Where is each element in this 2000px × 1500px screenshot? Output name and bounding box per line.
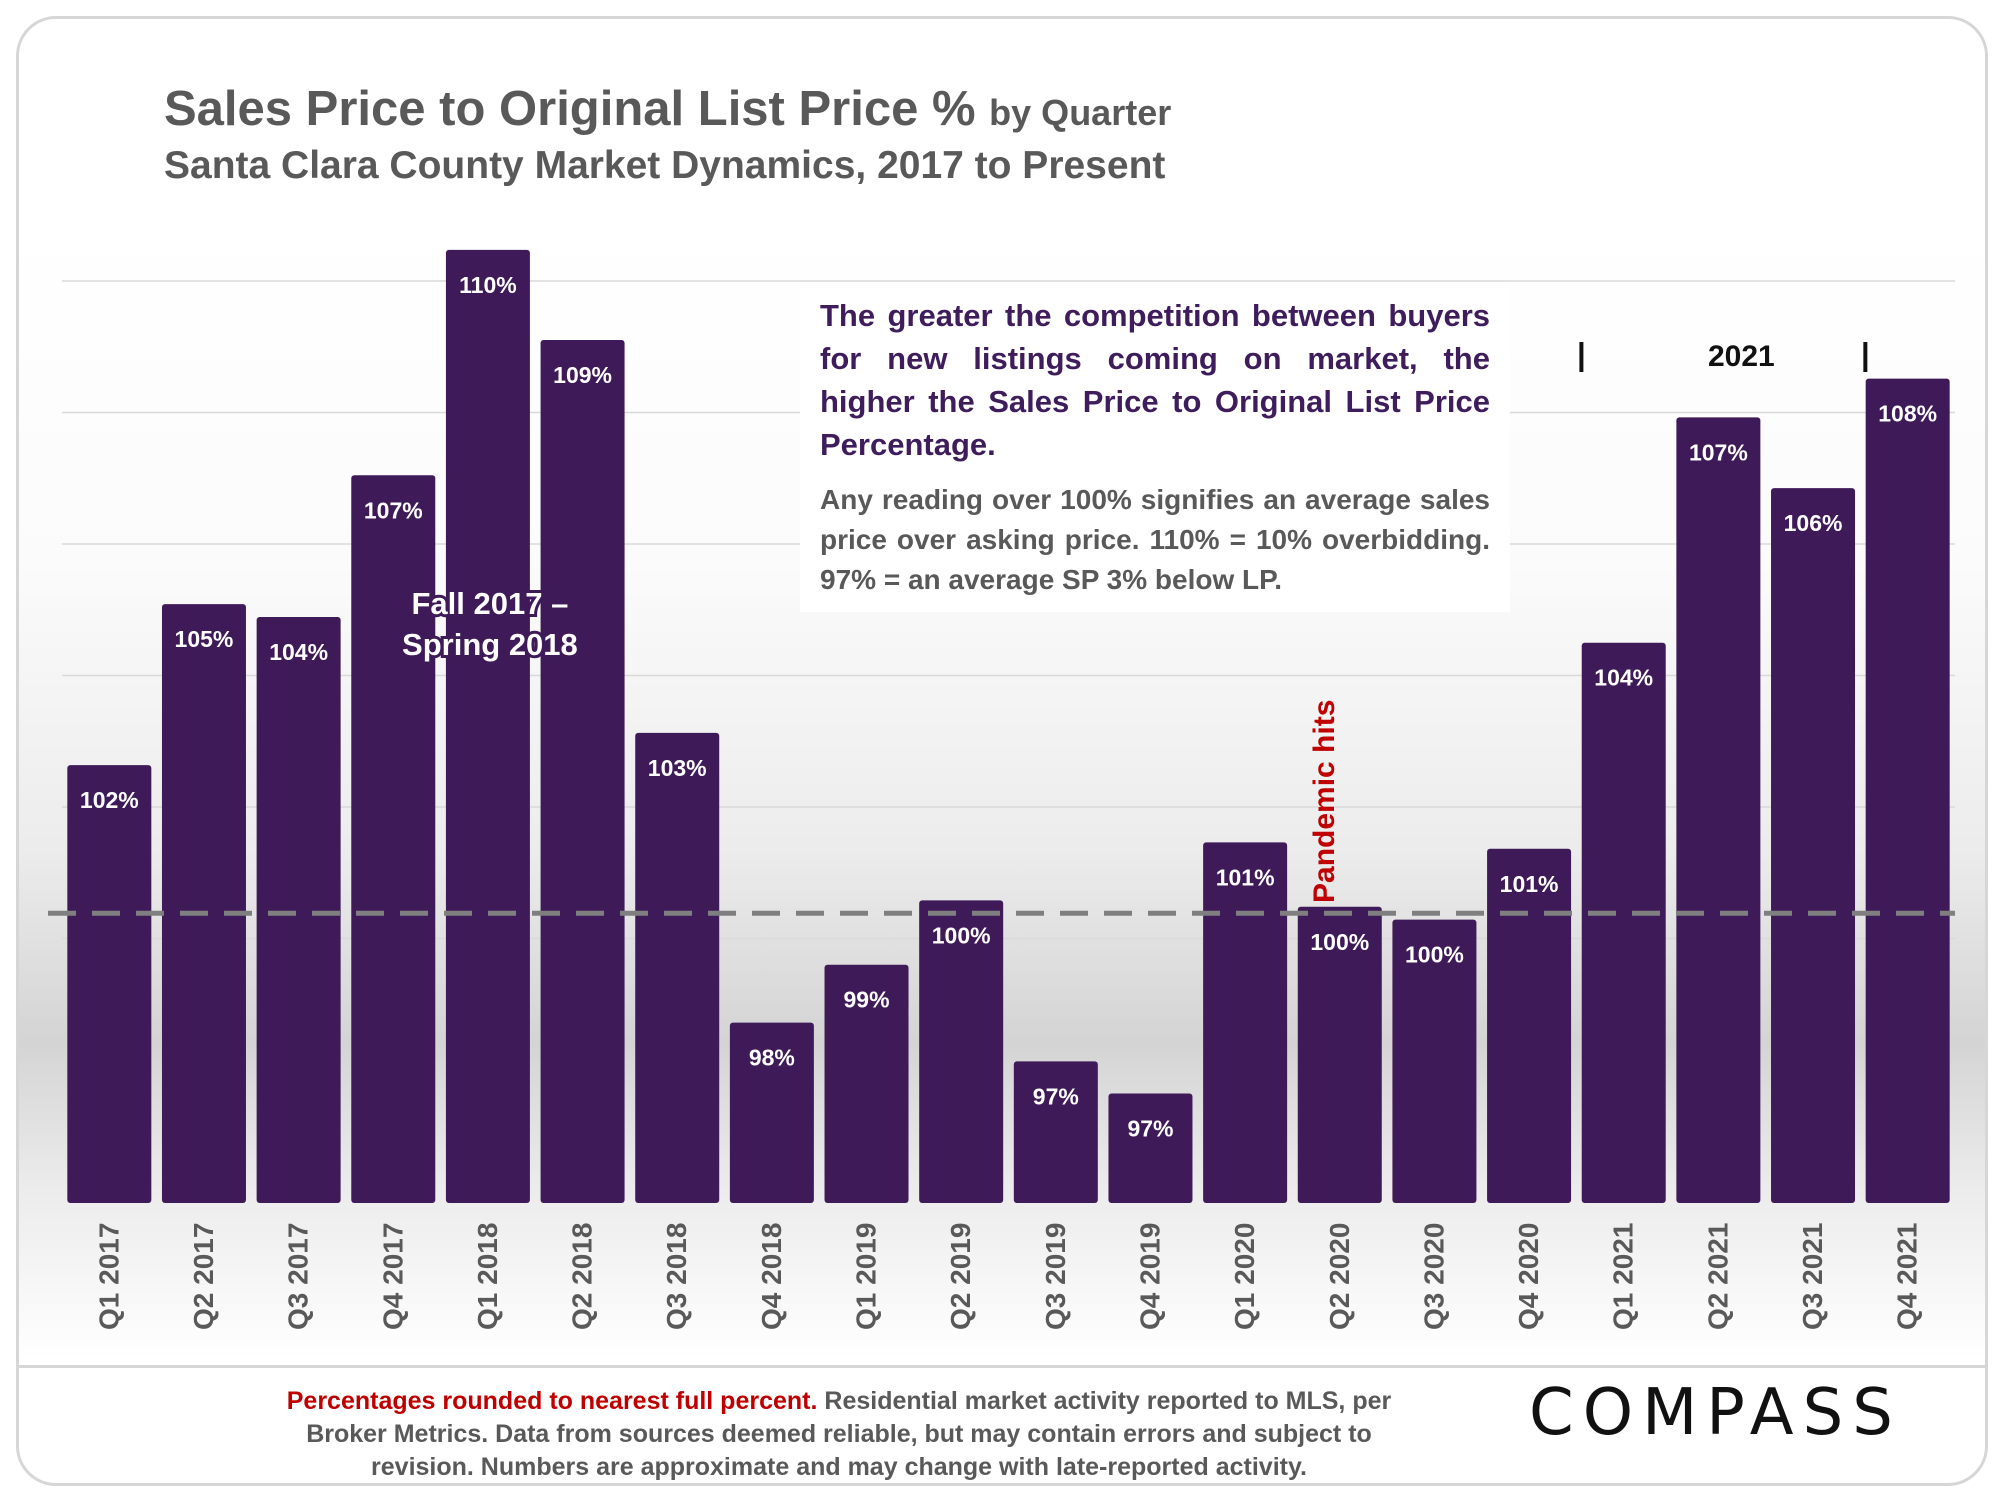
x-tick-label: Q2 2019	[945, 1223, 976, 1330]
x-tick-label: Q4 2018	[756, 1223, 787, 1330]
bar-value-label: 108%	[1878, 401, 1937, 427]
footnote-text: Residential market activity reported to …	[306, 1387, 1392, 1481]
x-tick-label: Q2 2017	[188, 1223, 219, 1330]
annotation-fall-spring: Fall 2017 –	[412, 586, 569, 621]
bar-value-label: 101%	[1500, 871, 1559, 897]
bar	[1771, 488, 1856, 1203]
bar-value-label: 104%	[269, 639, 328, 665]
bar	[635, 732, 720, 1203]
x-tick-label: Q3 2020	[1418, 1223, 1449, 1330]
bar-value-label: 97%	[1127, 1116, 1173, 1142]
x-tick-label: Q3 2019	[1040, 1223, 1071, 1330]
bar-value-label: 102%	[80, 787, 139, 813]
bar-value-label: 97%	[1033, 1083, 1079, 1109]
bar	[1013, 1061, 1098, 1203]
annotation-body: Any reading over 100% signifies an avera…	[820, 484, 1490, 595]
bar-value-label: 101%	[1216, 864, 1275, 890]
bar	[540, 340, 625, 1203]
bar	[1203, 842, 1288, 1203]
bar-value-label: 106%	[1784, 510, 1843, 536]
annotation-lead: The greater the competition between buye…	[820, 298, 1490, 462]
bar-value-label: 109%	[553, 362, 612, 388]
x-tick-label: Q1 2020	[1229, 1223, 1260, 1330]
bar	[1487, 848, 1572, 1203]
compass-logo: COMPASS	[1529, 1376, 1902, 1450]
bar-value-label: 107%	[1689, 439, 1748, 465]
x-tick-label: Q3 2018	[661, 1223, 692, 1330]
x-tick-label: Q4 2019	[1134, 1223, 1165, 1330]
bar	[161, 604, 246, 1203]
annotation-fall-spring: Spring 2018	[402, 627, 578, 662]
bar	[445, 249, 530, 1203]
x-tick-label: Q1 2019	[851, 1223, 882, 1330]
x-tick-label: Q1 2017	[93, 1223, 124, 1330]
bar	[256, 616, 341, 1203]
bar	[1392, 919, 1477, 1203]
bar-value-label: 100%	[1405, 942, 1464, 968]
bar-value-label: 100%	[1310, 929, 1369, 955]
bar-value-label: 105%	[175, 626, 234, 652]
footer-divider	[19, 1365, 1985, 1368]
x-tick-label: Q4 2021	[1892, 1223, 1923, 1330]
bar	[1108, 1093, 1193, 1203]
bar	[729, 1022, 814, 1203]
page-title: Sales Price to Original List Price % by …	[164, 81, 1171, 137]
bar-value-label: 99%	[844, 987, 890, 1013]
bar	[1297, 906, 1382, 1203]
header: Sales Price to Original List Price % by …	[19, 19, 1985, 219]
x-tick-label: Q4 2017	[377, 1223, 408, 1330]
title-main: Sales Price to Original List Price %	[164, 82, 976, 136]
bar	[1865, 378, 1950, 1203]
x-tick-label: Q1 2021	[1608, 1223, 1639, 1330]
annotation-box: The greater the competition between buye…	[800, 282, 1510, 612]
bar-value-label: 107%	[364, 497, 423, 523]
x-tick-label: Q2 2020	[1324, 1223, 1355, 1330]
bar	[919, 900, 1004, 1203]
bar	[351, 475, 436, 1203]
bar-value-label: 104%	[1594, 665, 1653, 691]
bar-value-label: 110%	[459, 272, 517, 298]
bar-value-label: 100%	[932, 922, 991, 948]
bar	[67, 765, 152, 1203]
bar-value-label: 103%	[648, 755, 707, 781]
page-subtitle: Santa Clara County Market Dynamics, 2017…	[164, 144, 1166, 187]
bar	[1581, 642, 1666, 1203]
x-tick-label: Q2 2018	[567, 1223, 598, 1330]
footnote-highlight: Percentages rounded to nearest full perc…	[286, 1387, 818, 1415]
x-tick-label: Q2 2021	[1702, 1223, 1733, 1330]
annotation-2021: 2021	[1708, 340, 1775, 373]
bar-value-label: 98%	[749, 1045, 795, 1071]
x-tick-label: Q1 2018	[472, 1223, 503, 1330]
x-tick-label: Q3 2021	[1797, 1223, 1828, 1330]
title-suffix: by Quarter	[989, 92, 1172, 133]
annotation-pandemic-hits: Pandemic hits	[1308, 700, 1341, 903]
x-tick-label: Q4 2020	[1513, 1223, 1544, 1330]
x-tick-label: Q3 2017	[283, 1223, 314, 1330]
footnote: Percentages rounded to nearest full perc…	[259, 1385, 1419, 1483]
bar	[824, 964, 909, 1203]
bar	[1676, 417, 1761, 1203]
